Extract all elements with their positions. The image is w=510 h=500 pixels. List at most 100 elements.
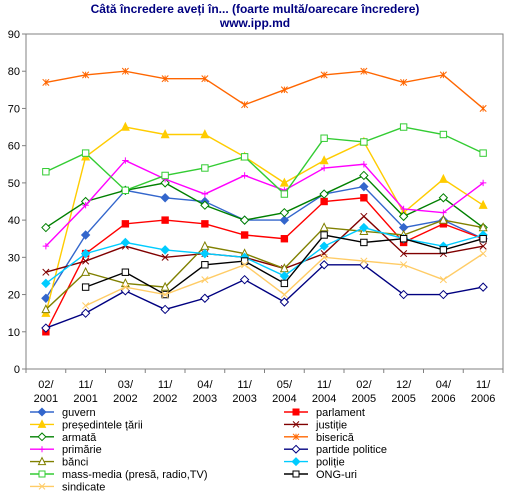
data-point [160,281,170,291]
x-tick-label: 2004 [272,393,296,405]
data-point [239,274,250,285]
data-point [240,231,249,239]
y-tick-label: 90 [8,29,20,41]
data-point [121,67,129,75]
data-point [400,205,407,213]
data-point [160,129,170,139]
data-point [279,177,289,187]
data-point [320,231,328,239]
series [81,231,487,299]
series-line [45,264,484,329]
data-point [479,242,487,250]
data-point [122,157,129,164]
legend-item: ONG-uri [284,469,357,481]
data-point [81,283,90,291]
data-point [479,250,487,258]
legend-label: mass-media (presă, radio,TV) [62,469,208,481]
data-point [239,215,250,225]
legend-item: mass-media (presă, radio,TV) [30,469,208,481]
x-tick-label: 11/ [158,379,173,391]
data-point [439,71,447,79]
data-point [81,149,90,157]
data-point [120,237,131,248]
x-tick-label: 2004 [312,393,336,405]
data-point [439,276,447,284]
data-point [439,246,448,254]
data-point [241,172,248,179]
data-point [479,179,487,187]
data-point [82,302,90,310]
data-point [320,134,328,142]
data-point [200,293,210,303]
data-point [319,260,329,270]
data-point [360,161,368,168]
data-point [41,323,51,333]
data-point [41,293,51,303]
series-line [45,159,484,247]
series [41,260,488,333]
data-point [279,207,290,218]
x-tick-label: 2002 [113,393,137,405]
data-point [360,138,368,146]
y-tick-label: 10 [8,327,20,339]
series-line [45,126,484,314]
data-point [359,170,369,181]
plot-area [25,33,504,370]
data-point [479,149,487,157]
data-point [280,190,289,198]
data-point [279,215,290,225]
data-point [81,266,91,276]
series [42,67,487,112]
data-point [438,193,449,203]
data-point [201,164,209,172]
data-point [201,190,209,198]
x-tick-label: 05/ [277,379,293,391]
data-point [478,282,488,292]
series [42,157,487,250]
x-tick-label: 11/ [237,379,252,391]
x-tick-label: 02/ [38,379,54,391]
y-tick-label: 50 [8,178,20,190]
data-point [42,78,50,86]
data-point [291,457,301,467]
data-point [320,164,328,172]
data-point [37,432,47,442]
data-point [360,238,368,247]
data-point [478,199,488,209]
x-tick-label: 2001 [34,393,58,405]
data-point [438,214,448,224]
legend-label: președintele țării [62,419,143,431]
data-point [160,178,170,188]
data-point [399,123,408,131]
x-tick-label: 2003 [232,393,256,405]
data-point [160,304,170,315]
data-point [39,446,45,453]
legend-label: partide politice [316,444,387,456]
legend-item: președintele țării [30,419,143,431]
data-point [292,470,300,478]
series-line [45,174,484,229]
legend-label: guvern [62,407,96,419]
data-point [161,216,169,224]
data-point [360,257,368,265]
legend-label: biserică [316,432,355,444]
series-lines [41,67,488,336]
series-line [45,215,484,273]
data-point [292,421,300,428]
data-point [360,194,368,202]
x-tick-label: 11/ [78,379,93,391]
y-tick-label: 80 [8,66,20,78]
data-point [201,220,209,228]
data-point [161,171,169,180]
data-point [80,248,91,259]
data-point [280,235,289,243]
data-point [320,197,328,206]
legend-item: guvern [30,407,96,419]
data-point [121,268,130,276]
data-point [479,104,487,112]
data-point [120,121,130,131]
y-tick-label: 0 [14,364,20,376]
data-point [201,261,209,269]
data-point [38,483,46,490]
